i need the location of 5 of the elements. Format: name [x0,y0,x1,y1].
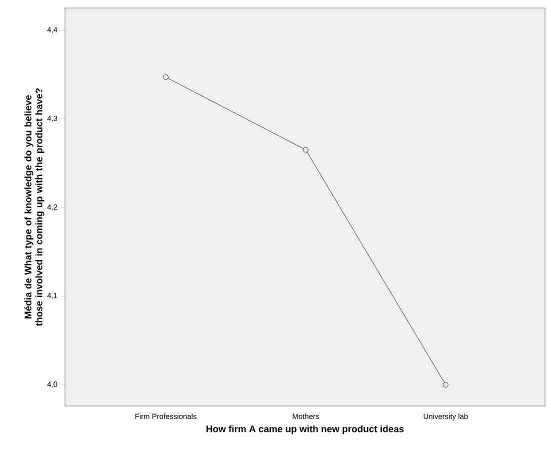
y-axis-title: Média de What type of knowledge do you believe those involved in coming up with the product have? [24,88,44,326]
point [442,382,448,388]
point [303,147,308,153]
x-axis-title: How firm A came up with new product ideas [206,425,404,434]
point [163,74,168,80]
